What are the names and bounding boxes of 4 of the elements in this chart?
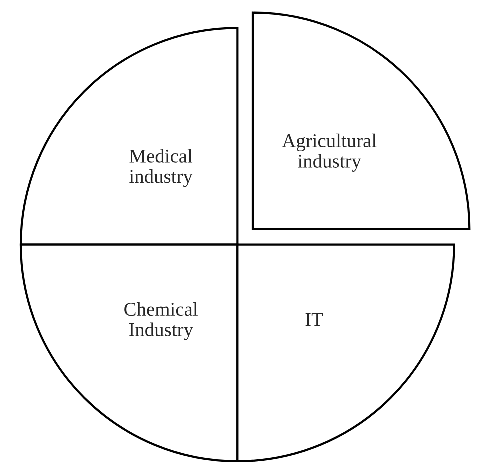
- slice-label: Chemical Industry: [124, 302, 198, 340]
- slice-label: Medical industry: [130, 149, 193, 188]
- slice-label: Agricultural industry: [282, 134, 377, 172]
- slice-label: IT: [306, 313, 324, 326]
